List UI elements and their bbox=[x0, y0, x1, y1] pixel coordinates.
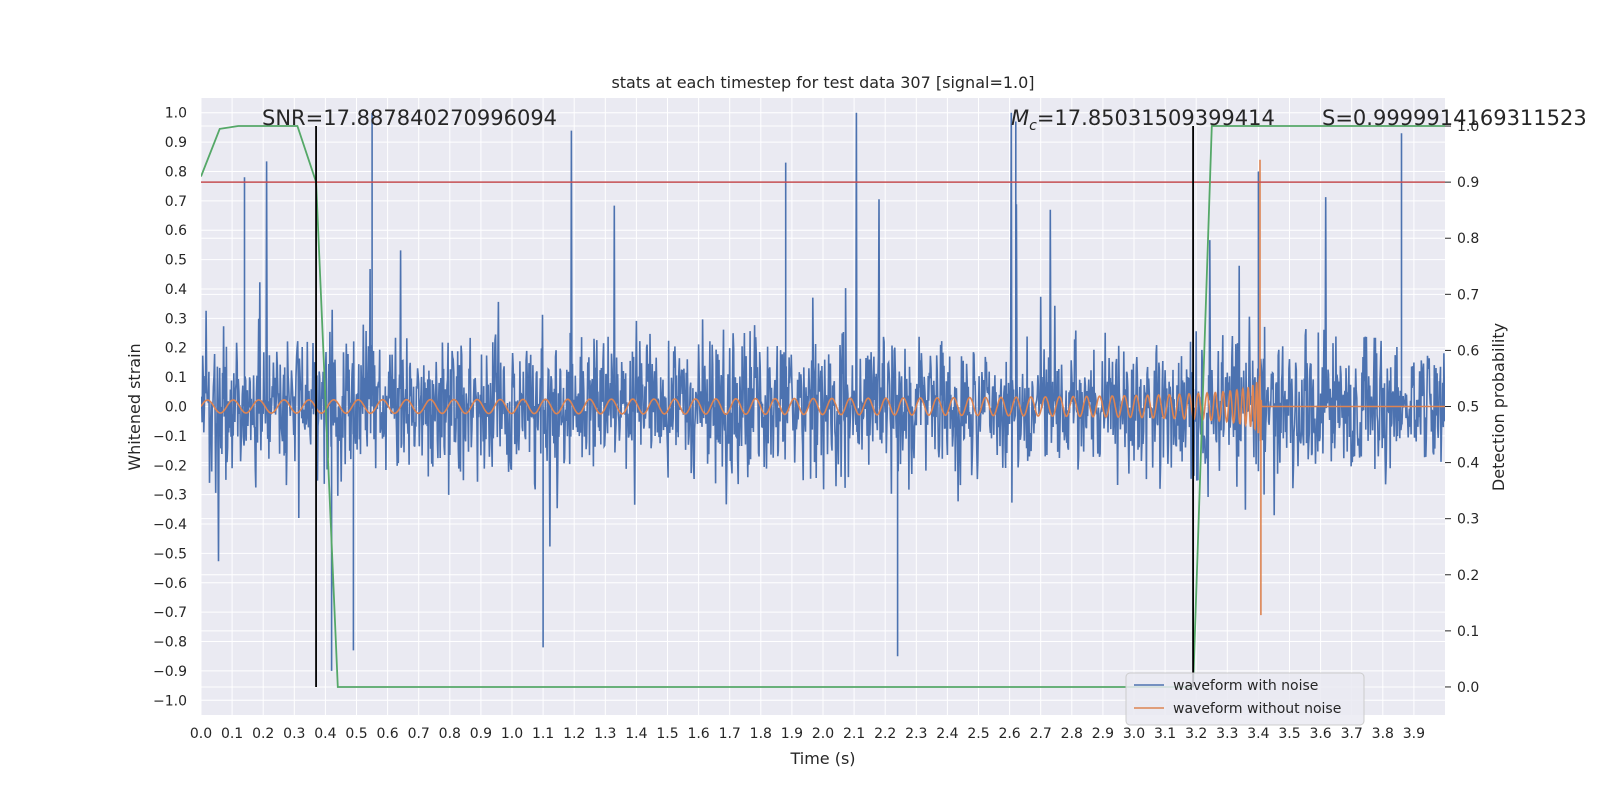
x-tick-label: 3.2 bbox=[1185, 726, 1207, 742]
y-tick-label: −0.5 bbox=[153, 546, 187, 562]
x-tick-label: 3.8 bbox=[1372, 726, 1394, 742]
x-tick-label: 0.5 bbox=[345, 726, 367, 742]
x-tick-label: 2.8 bbox=[1061, 726, 1083, 742]
y-tick-label: −1.0 bbox=[153, 693, 187, 709]
y2-axis-label: Detection probability bbox=[1489, 323, 1508, 491]
x-tick-label: 3.1 bbox=[1154, 726, 1176, 742]
x-tick-label: 3.0 bbox=[1123, 726, 1145, 742]
x-tick-label: 0.7 bbox=[408, 726, 430, 742]
legend-box bbox=[1125, 672, 1365, 726]
y-tick-label: 0.7 bbox=[165, 194, 187, 210]
y2-axis-ticks: 1.0 0.9 0.8 0.7 0.6 0.5 0.4 0.3 0.2 0.1 0.0 bbox=[1445, 119, 1479, 696]
y2-tick-label: 0.2 bbox=[1457, 568, 1479, 584]
x-tick-label: 2.1 bbox=[843, 726, 865, 742]
x-axis-ticks: 0.0 0.1 0.2 0.3 0.4 0.5 0.6 0.7 0.8 0.9 1.0 1.1 1.2 1… bbox=[190, 726, 1425, 742]
chirp-mass-symbol: M bbox=[1011, 106, 1029, 130]
y-tick-label: −0.7 bbox=[153, 605, 187, 621]
y-tick-label: −0.3 bbox=[153, 488, 187, 504]
y-tick-label: 0.3 bbox=[165, 311, 187, 327]
series-waveform-without-noise bbox=[201, 159, 1445, 616]
score-annotation: S=0.9999914169311523 bbox=[1322, 106, 1587, 130]
x-tick-label: 2.2 bbox=[874, 726, 896, 742]
x-tick-label: 0.2 bbox=[252, 726, 274, 742]
x-tick-label: 1.8 bbox=[750, 726, 772, 742]
x-tick-label: 2.7 bbox=[1030, 726, 1052, 742]
y2-tick-label: 0.5 bbox=[1457, 400, 1479, 416]
chirp-mass-annotation: Mc=17.85031509399414 bbox=[1011, 106, 1275, 134]
y-tick-label: −0.9 bbox=[153, 664, 187, 680]
y2-tick-label: 0.7 bbox=[1457, 287, 1479, 303]
x-tick-label: 0.9 bbox=[470, 726, 492, 742]
y-tick-label: 0.8 bbox=[165, 164, 187, 180]
x-tick-label: 1.3 bbox=[594, 726, 616, 742]
y-axis-label: Whitened strain bbox=[125, 343, 144, 470]
chart-title: stats at each timestep for test data 307… bbox=[611, 73, 1034, 92]
x-tick-label: 3.3 bbox=[1216, 726, 1238, 742]
legend: waveform with noise waveform without noi… bbox=[1125, 672, 1365, 726]
y-tick-label: −0.1 bbox=[153, 429, 187, 445]
y-tick-label: −0.4 bbox=[153, 517, 187, 533]
plot-area bbox=[201, 112, 1445, 688]
y2-tick-label: 0.9 bbox=[1457, 175, 1479, 191]
y-tick-label: 0.1 bbox=[165, 370, 187, 386]
y2-tick-label: 0.8 bbox=[1457, 231, 1479, 247]
x-tick-label: 3.6 bbox=[1309, 726, 1331, 742]
x-tick-label: 1.9 bbox=[781, 726, 803, 742]
x-tick-label: 0.6 bbox=[376, 726, 398, 742]
y-tick-label: −0.2 bbox=[153, 458, 187, 474]
x-tick-label: 3.4 bbox=[1247, 726, 1269, 742]
legend-label-clean: waveform without noise bbox=[1173, 701, 1341, 717]
x-tick-label: 2.5 bbox=[967, 726, 989, 742]
x-tick-label: 0.3 bbox=[283, 726, 305, 742]
x-tick-label: 3.5 bbox=[1278, 726, 1300, 742]
x-tick-label: 2.4 bbox=[936, 726, 958, 742]
x-tick-label: 3.9 bbox=[1403, 726, 1425, 742]
chirp-mass-value: =17.85031509399414 bbox=[1037, 106, 1275, 130]
x-tick-label: 1.0 bbox=[501, 726, 523, 742]
y2-tick-label: 1.0 bbox=[1457, 119, 1479, 135]
y-tick-label: 0.6 bbox=[165, 223, 187, 239]
x-tick-label: 0.4 bbox=[314, 726, 336, 742]
x-tick-label: 3.7 bbox=[1341, 726, 1363, 742]
x-tick-label: 1.7 bbox=[719, 726, 741, 742]
chirp-mass-subscript: c bbox=[1029, 118, 1037, 134]
x-tick-label: 1.4 bbox=[625, 726, 647, 742]
x-axis-label: Time (s) bbox=[789, 749, 855, 768]
legend-label-noisy: waveform with noise bbox=[1173, 678, 1318, 694]
x-tick-label: 1.5 bbox=[656, 726, 678, 742]
snr-annotation: SNR=17.887840270996094 bbox=[262, 106, 557, 130]
y-axis-ticks: 1.0 0.9 0.8 0.7 0.6 0.5 0.4 0.3 0.2 0.1 0.0 −0.1 −0.… bbox=[153, 106, 187, 710]
y-tick-label: 0.9 bbox=[165, 135, 187, 151]
y-tick-label: 1.0 bbox=[165, 106, 187, 122]
x-tick-label: 2.9 bbox=[1092, 726, 1114, 742]
x-tick-label: 0.1 bbox=[221, 726, 243, 742]
y-tick-label: −0.6 bbox=[153, 576, 187, 592]
x-tick-label: 1.6 bbox=[687, 726, 709, 742]
y-tick-label: 0.2 bbox=[165, 341, 187, 357]
y-tick-label: 0.4 bbox=[165, 282, 187, 298]
y-tick-label: −0.8 bbox=[153, 635, 187, 651]
x-tick-label: 2.3 bbox=[905, 726, 927, 742]
x-tick-label: 1.2 bbox=[563, 726, 585, 742]
vertical-markers bbox=[315, 126, 1194, 687]
x-tick-label: 2.0 bbox=[812, 726, 834, 742]
y-tick-label: 0.0 bbox=[165, 400, 187, 416]
y2-tick-label: 0.0 bbox=[1457, 680, 1479, 696]
x-tick-label: 1.1 bbox=[532, 726, 554, 742]
y2-tick-label: 0.4 bbox=[1457, 456, 1479, 472]
y-tick-label: 0.5 bbox=[165, 253, 187, 269]
y2-tick-label: 0.1 bbox=[1457, 624, 1479, 640]
x-tick-label: 2.6 bbox=[998, 726, 1020, 742]
y2-tick-label: 0.3 bbox=[1457, 512, 1479, 528]
x-tick-label: 0.0 bbox=[190, 726, 212, 742]
x-tick-label: 0.8 bbox=[439, 726, 461, 742]
y2-tick-label: 0.6 bbox=[1457, 343, 1479, 359]
